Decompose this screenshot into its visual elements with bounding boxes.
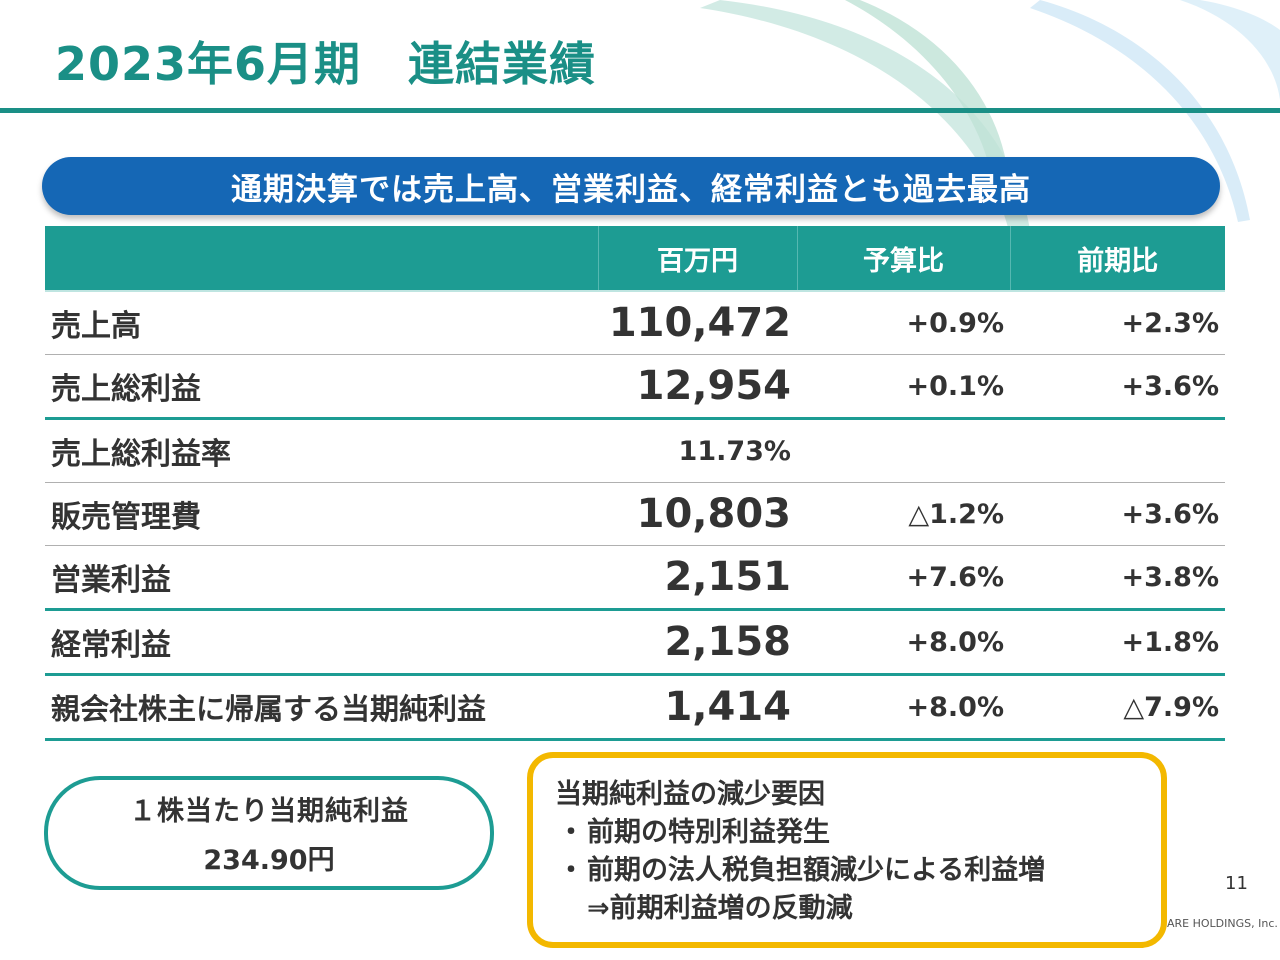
row-value: 1,414: [598, 674, 797, 741]
row-label: 経常利益: [45, 609, 598, 676]
reason-item-text: 前期の法人税負担額減少による利益増: [587, 855, 1046, 886]
table-row: 経常利益 2,158 +8.0% +1.8%: [45, 609, 1225, 676]
row-value: 110,472: [598, 291, 797, 355]
row-vs-prior: [1010, 418, 1225, 483]
row-vs-budget: △1.2%: [797, 482, 1010, 546]
results-table: 百万円 予算比 前期比 売上高 110,472 +0.9% +2.3% 売上総利…: [45, 226, 1225, 741]
bullet: ・: [557, 855, 585, 886]
page-number: 11: [1225, 873, 1248, 894]
slide-title: 2023年6月期 連結業績: [55, 37, 597, 91]
reason-subitem: ⇒前期利益増の反動減: [587, 893, 853, 924]
title-underline: [0, 108, 1280, 113]
header-item: [45, 226, 598, 292]
table-row: 販売管理費 10,803 △1.2% +3.6%: [45, 482, 1225, 546]
row-vs-budget: +8.0%: [797, 674, 1010, 741]
row-value: 12,954: [598, 354, 797, 420]
row-label: 販売管理費: [45, 482, 598, 546]
row-value: 11.73%: [598, 418, 797, 483]
table-header-row: 百万円 予算比 前期比: [45, 226, 1225, 292]
row-value: 2,158: [598, 609, 797, 676]
headline-banner: 通期決算では売上高、営業利益、経常利益とも過去最高: [42, 157, 1220, 215]
row-vs-budget: +8.0%: [797, 609, 1010, 676]
row-label: 売上総利益率: [45, 418, 598, 483]
bullet: ・: [557, 817, 585, 848]
table-row: 売上総利益率 11.73%: [45, 418, 1225, 483]
reason-item: ・前期の法人税負担額減少による利益増: [555, 852, 1161, 890]
header-vs-budget: 予算比: [796, 226, 1010, 292]
row-vs-budget: +7.6%: [797, 545, 1010, 611]
row-vs-prior: +3.8%: [1010, 545, 1225, 611]
header-vs-prior-year: 前期比: [1009, 226, 1225, 292]
row-vs-prior: +3.6%: [1010, 482, 1225, 546]
reason-title: 当期純利益の減少要因: [555, 779, 825, 810]
reason-item-text: 前期の特別利益発生: [587, 817, 830, 848]
row-value: 10,803: [598, 482, 797, 546]
table-row: 親会社株主に帰属する当期純利益 1,414 +8.0% △7.9%: [45, 674, 1225, 741]
row-vs-prior: +1.8%: [1010, 609, 1225, 676]
table-row: 売上総利益 12,954 +0.1% +3.6%: [45, 354, 1225, 420]
row-value: 2,151: [598, 545, 797, 611]
row-label: 売上総利益: [45, 354, 598, 420]
reason-item: ・前期の特別利益発生: [555, 814, 1161, 852]
row-vs-prior: +2.3%: [1010, 291, 1225, 355]
header-million-yen: 百万円: [597, 226, 797, 292]
row-label: 親会社株主に帰属する当期純利益: [45, 674, 598, 741]
row-vs-budget: [797, 418, 1010, 483]
decrease-reason-box: 当期純利益の減少要因 ・前期の特別利益発生 ・前期の法人税負担額減少による利益増…: [527, 752, 1167, 948]
eps-value: 234.90円: [203, 845, 335, 876]
row-vs-budget: +0.1%: [797, 354, 1010, 420]
table-row: 営業利益 2,151 +7.6% +3.8%: [45, 545, 1225, 611]
row-vs-budget: +0.9%: [797, 291, 1010, 355]
row-label: 営業利益: [45, 545, 598, 611]
company-name: ARE HOLDINGS, Inc.: [1167, 917, 1278, 930]
eps-box: １株当たり当期純利益 234.90円: [44, 776, 494, 890]
table-row: 売上高 110,472 +0.9% +2.3%: [45, 291, 1225, 355]
row-vs-prior: △7.9%: [1010, 674, 1225, 741]
row-label: 売上高: [45, 291, 598, 355]
eps-label: １株当たり当期純利益: [129, 796, 409, 827]
row-vs-prior: +3.6%: [1010, 354, 1225, 420]
